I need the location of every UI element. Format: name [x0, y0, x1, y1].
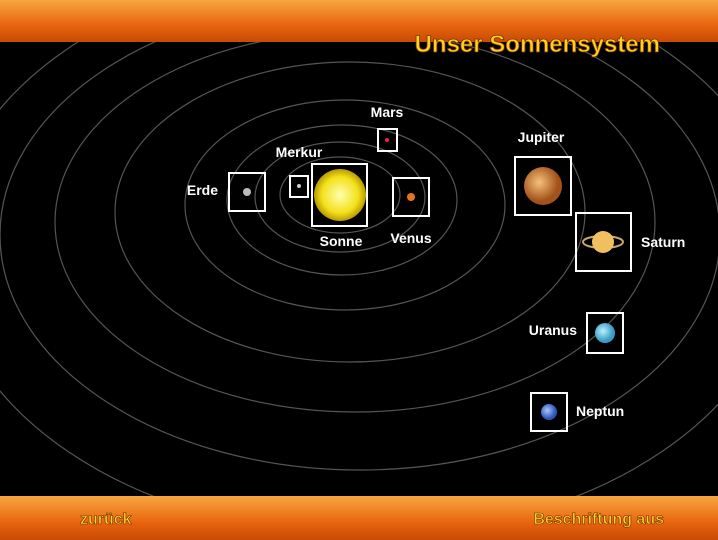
planet-mars[interactable]: Mars	[371, 104, 404, 151]
planet-label: Neptun	[576, 403, 624, 419]
planet-label: Mars	[371, 104, 404, 120]
planet-label: Jupiter	[518, 129, 565, 145]
uranus-image	[595, 323, 615, 343]
planet-saturn[interactable]: Saturn	[576, 213, 685, 271]
mars-image	[385, 138, 389, 142]
solar-system-view: Unser Sonnensystem Sonne Merkur Venus Er…	[0, 0, 718, 540]
orbits	[0, 0, 718, 535]
labels-toggle-button[interactable]: Beschriftung aus	[533, 511, 664, 528]
earth-image	[243, 188, 251, 196]
planet-label: Venus	[390, 230, 431, 246]
planet-jupiter[interactable]: Jupiter	[515, 129, 571, 215]
venus-image	[407, 193, 415, 201]
planet-neptune[interactable]: Neptun	[531, 393, 624, 431]
planet-label: Uranus	[529, 322, 577, 338]
title: Unser Sonnensystem	[415, 31, 660, 58]
planet-label: Sonne	[320, 233, 363, 249]
mercury-image	[297, 184, 301, 188]
planet-sun[interactable]: Sonne	[312, 164, 367, 249]
neptune-image	[541, 404, 557, 420]
planet-uranus[interactable]: Uranus	[529, 313, 623, 353]
sun-image	[314, 169, 366, 221]
app-window: Unser Sonnensystem Sonne Merkur Venus Er…	[0, 0, 718, 540]
planet-label: Saturn	[641, 234, 685, 250]
planet-label: Merkur	[276, 144, 323, 160]
saturn-image	[592, 231, 614, 253]
jupiter-image	[524, 167, 562, 205]
back-button[interactable]: zurück	[80, 511, 132, 528]
planet-label: Erde	[187, 182, 218, 198]
planet-earth[interactable]: Erde	[187, 173, 265, 211]
planet-venus[interactable]: Venus	[390, 178, 431, 246]
